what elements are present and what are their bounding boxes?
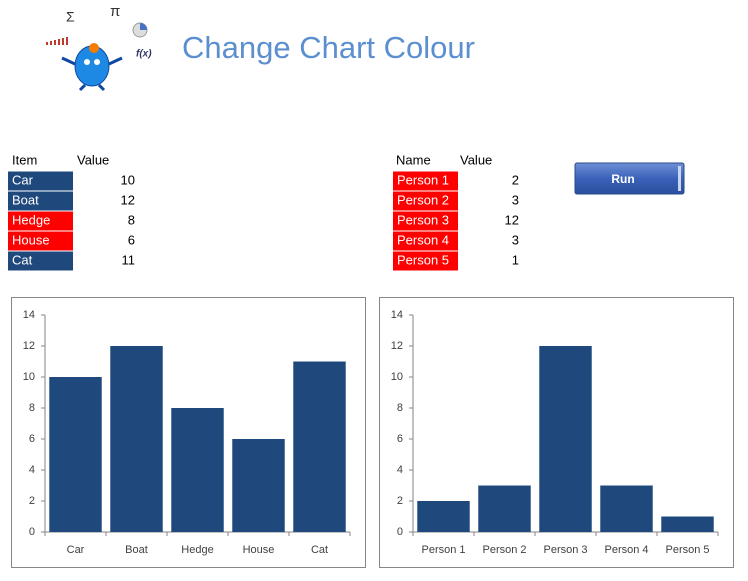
item-cell [8, 211, 73, 231]
item-cell [393, 211, 458, 231]
item-cell [393, 171, 458, 191]
item-value: 3 [512, 192, 519, 207]
column-header: Value [77, 152, 109, 167]
run-button[interactable]: Run [574, 162, 685, 195]
y-tick-label: 10 [23, 371, 35, 383]
item-label: Person 3 [397, 212, 449, 227]
bar [110, 346, 163, 532]
y-tick-label: 0 [397, 526, 403, 538]
y-tick-label: 10 [391, 371, 403, 383]
y-tick-label: 12 [391, 340, 403, 352]
item-cell [8, 231, 73, 251]
item-label: Person 2 [397, 192, 449, 207]
item-value: 10 [121, 172, 135, 187]
y-tick-label: 8 [29, 402, 35, 414]
bar [661, 516, 714, 532]
x-tick-label: Person 2 [482, 544, 526, 556]
bar [49, 377, 102, 532]
logo-eye [94, 59, 100, 65]
y-tick-label: 12 [23, 340, 35, 352]
item-value: 8 [128, 212, 135, 227]
bar [478, 485, 531, 532]
item-value: 2 [512, 172, 519, 187]
x-tick-label: Car [67, 544, 85, 556]
item-value: 3 [512, 232, 519, 247]
item-value: 1 [512, 252, 519, 267]
bar [232, 439, 285, 532]
x-tick-label: House [243, 544, 275, 556]
y-tick-label: 4 [397, 464, 403, 476]
logo-symbol: π [110, 3, 120, 20]
button-face[interactable] [574, 162, 685, 195]
logo-pie [140, 23, 147, 30]
x-tick-label: Person 3 [543, 544, 587, 556]
logo-limbs [61, 56, 123, 92]
x-tick-label: Person 4 [604, 544, 648, 556]
x-tick-label: Person 1 [421, 544, 465, 556]
y-tick-label: 8 [397, 402, 403, 414]
logo-bars [46, 37, 68, 45]
item-label: Boat [12, 192, 39, 207]
item-label: Hedge [12, 212, 50, 227]
y-tick-label: 0 [29, 526, 35, 538]
logo-symbol: Σ [66, 9, 75, 25]
item-cell [8, 251, 73, 271]
item-value: 6 [128, 232, 135, 247]
y-tick-label: 14 [23, 309, 35, 321]
column-header: Item [12, 152, 37, 167]
item-cell [393, 251, 458, 271]
y-tick-label: 6 [397, 433, 403, 445]
item-label: Cat [12, 252, 33, 267]
y-tick-label: 2 [397, 495, 403, 507]
x-tick-label: Person 5 [665, 544, 709, 556]
bar [539, 346, 592, 532]
y-tick-label: 6 [29, 433, 35, 445]
bar [293, 361, 346, 532]
logo: Σ π f(x) [46, 3, 152, 92]
item-cell [393, 231, 458, 251]
bar [171, 408, 224, 532]
x-tick-label: Hedge [181, 544, 213, 556]
x-tick-label: Boat [125, 544, 148, 556]
page-title: Change Chart Colour [182, 30, 475, 65]
bar [417, 501, 470, 532]
item-label: Person 1 [397, 172, 449, 187]
item-label: House [12, 232, 50, 247]
button-edge [678, 166, 681, 191]
item-cell [8, 171, 73, 191]
y-tick-label: 4 [29, 464, 35, 476]
x-tick-label: Cat [311, 544, 328, 556]
item-value: 12 [121, 192, 135, 207]
column-header: Value [460, 152, 492, 167]
item-value: 12 [505, 212, 519, 227]
y-tick-label: 2 [29, 495, 35, 507]
item-cell [8, 191, 73, 211]
logo-hat [89, 43, 99, 53]
logo-symbol: f(x) [136, 49, 152, 60]
item-label: Car [12, 172, 34, 187]
item-label: Person 5 [397, 252, 449, 267]
item-cell [393, 191, 458, 211]
column-header: Name [396, 152, 431, 167]
y-tick-label: 14 [391, 309, 403, 321]
item-label: Person 4 [397, 232, 449, 247]
item-value: 11 [122, 252, 136, 267]
bar [600, 485, 653, 532]
logo-eye [84, 59, 90, 65]
button-label[interactable]: Run [611, 172, 634, 186]
